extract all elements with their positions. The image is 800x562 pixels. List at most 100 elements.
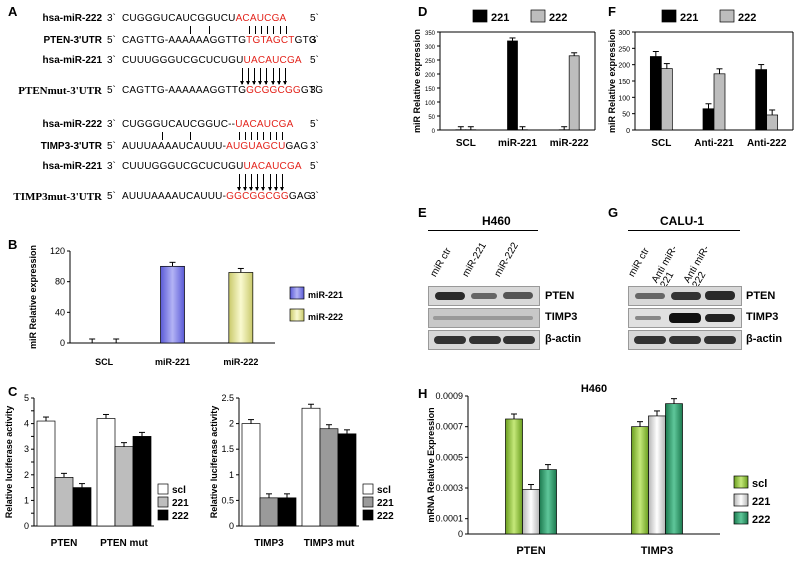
pairing-tick [273,26,275,34]
y-tick-label: 0 [24,521,29,531]
pairing-tick [261,26,263,34]
bar [522,489,540,535]
band [635,316,661,320]
y-axis-label: miR Relative expression [412,29,422,133]
bar [54,477,74,527]
bar [766,114,779,131]
legend-label: miR-222 [308,312,343,322]
bar [507,40,518,131]
band [471,293,497,299]
legend-swatch [157,496,169,508]
sequence-end-right: 3` [310,85,319,96]
sequence-text: AUUUAAAAUCAUUU- [122,141,227,152]
mutation-arrow [245,174,247,190]
sequence-text: CUGGGUCAUCGGUCU [122,13,236,24]
pairing-tick [281,132,283,140]
legend-label: 221 [172,498,189,509]
y-tick-label: 200 [618,63,630,70]
y-axis-label: Relative luciferase activity [209,406,219,519]
x-tick-label: PTEN [516,545,545,557]
blot-e-lane-2: miR-221 [460,240,489,279]
sequence-name: TIMP3mut-3'UTR [13,191,102,203]
pairing-tick [257,132,259,140]
mutation-arrow [239,174,240,190]
legend-swatch [472,9,488,23]
arrow-head [276,81,281,85]
sequence-end-left: 3` [107,161,116,172]
y-tick-label: 100 [618,95,630,102]
mutation-arrow [251,174,253,190]
y-tick-label: 40 [55,307,65,317]
bar [648,415,666,535]
y-tick-label: 5 [24,393,29,403]
sequence-end-left: 3` [107,13,116,24]
legend-label: 221 [680,12,698,24]
y-tick-label: 0 [229,521,234,531]
bar [568,55,580,131]
bar [114,446,134,527]
legend-label: 221 [377,498,394,509]
blot-g-divider [628,230,740,231]
legend-swatch [157,509,169,521]
pairing-tick [162,132,163,140]
mutation-arrow [284,68,286,84]
legend-swatch [733,475,749,489]
blot-e-divider [428,230,538,231]
y-tick-label: 0.0005 [435,452,463,462]
mutation-arrow [269,174,271,190]
bar [301,407,321,527]
seed-region: UACAUCGA [235,119,294,130]
y-tick-label: 4 [24,419,29,429]
blot-e-lane-1: miR ctr [428,246,454,279]
y-tick-label: 0.0001 [435,514,463,524]
sequence-end-left: 5` [107,85,116,96]
x-tick-label: miR-222 [223,357,258,367]
legend-swatch [289,308,305,322]
sequence-text: CAGTTG-AAAAAAGGTTG [122,35,247,46]
blot-e-title: H460 [482,214,511,228]
legend-label: 222 [377,511,394,522]
pairing-tick [249,26,250,34]
seed-region: GGCGGCGG [226,191,289,202]
band [503,292,533,299]
legend-swatch [661,9,677,23]
blot-g-label-actin: β-actin [746,333,783,345]
x-tick-label: miR-221 [498,138,537,149]
x-tick-label: TIMP3 [641,545,673,557]
mutation-arrow [281,174,283,190]
legend-swatch [733,511,749,525]
arrow-head [261,187,266,191]
band [705,291,735,300]
sequence-end-right: 5` [310,55,319,66]
y-axis-label: mRNA Relative Expression [426,407,436,522]
arrow-head [264,81,269,85]
band [435,292,465,300]
blot-e-label-actin: β-actin [545,333,582,345]
bar [713,73,726,131]
sequence-end-right: 5` [310,119,319,130]
y-axis-label: Relative luciferase activity [4,406,14,519]
sequence-end-left: 3` [107,55,116,66]
y-tick-label: 1 [24,495,29,505]
sequence-name: TIMP3-3'UTR [40,141,102,152]
bar [539,469,557,535]
bar [132,436,152,527]
legend-label: scl [752,478,767,490]
bar [72,487,92,527]
arrow-head [246,81,251,85]
y-tick-label: 2 [24,470,29,480]
blot-e-actin [428,330,540,350]
band [669,336,701,344]
blot-g-pten [628,286,742,306]
arrow-head [258,81,263,85]
x-tick-label: Anti-222 [747,138,787,149]
bar [228,272,254,344]
y-tick-label: 150 [618,79,630,86]
sequence-text: CUUUGGGUCGCUCUGU [122,55,244,66]
pairing-tick [279,26,281,34]
band [434,336,466,344]
legend-swatch [719,9,735,23]
blot-g-label-timp3: TIMP3 [746,311,779,323]
legend-label: scl [172,485,186,496]
y-tick-label: 0.5 [221,495,234,505]
